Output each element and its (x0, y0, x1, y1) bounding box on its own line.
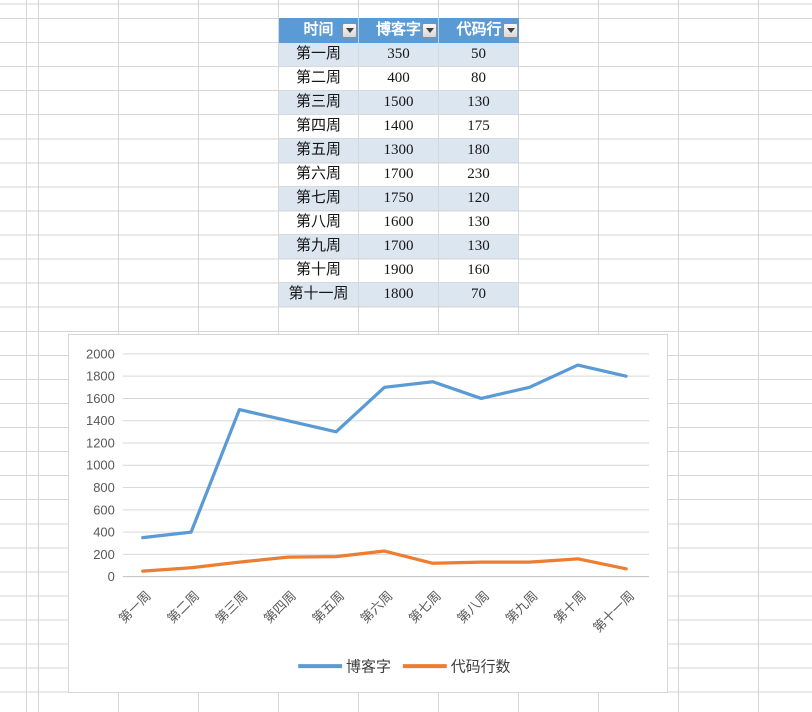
x-axis-tick-label: 第十周 (551, 588, 589, 626)
line-chart[interactable]: 0 200 400 600 800 1000 1200 1400 1600 1800 2000 第一周… (68, 334, 668, 693)
legend-label: 博客字 (346, 659, 391, 676)
y-axis-tick-label: 1800 (86, 369, 115, 384)
table-cell[interactable]: 1900 (359, 259, 439, 283)
table-cell[interactable]: 130 (439, 235, 519, 259)
filter-dropdown-icon (345, 28, 354, 33)
table-cell[interactable]: 70 (439, 283, 519, 307)
table-cell[interactable]: 第二周 (279, 67, 359, 91)
table-cell[interactable]: 第七周 (279, 187, 359, 211)
filter-dropdown-icon (506, 28, 515, 33)
filter-button[interactable] (503, 23, 518, 38)
x-axis-tick-label: 第十一周 (590, 588, 637, 635)
y-axis-tick-label: 800 (93, 480, 115, 495)
filter-button[interactable] (342, 23, 357, 38)
table-header-cell[interactable]: 博客字 (359, 18, 439, 43)
table-header-cell[interactable]: 代码行 (439, 18, 519, 43)
y-axis-tick-label: 2000 (86, 346, 115, 361)
table-row: 第十周 1900 160 (279, 259, 519, 283)
table-cell[interactable]: 1700 (359, 163, 439, 187)
table-cell[interactable]: 第十一周 (279, 283, 359, 307)
y-axis-tick-label: 1200 (86, 435, 115, 450)
table-cell[interactable]: 175 (439, 115, 519, 139)
table-header-label: 博客字 (375, 22, 421, 38)
y-axis-tick-label: 1000 (86, 458, 115, 473)
table-cell[interactable]: 130 (439, 211, 519, 235)
table-cell[interactable]: 130 (439, 91, 519, 115)
y-axis-tick-label: 1400 (86, 413, 115, 428)
table-cell[interactable]: 1500 (359, 91, 439, 115)
table-cell[interactable]: 50 (439, 43, 519, 67)
table-cell[interactable]: 1600 (359, 211, 439, 235)
table-cell[interactable]: 120 (439, 187, 519, 211)
table-cell[interactable]: 第十周 (279, 259, 359, 283)
y-axis-labels: 0 200 400 600 800 1000 1200 1400 1600 1800 2000 (86, 346, 115, 584)
table-row: 第三周 1500 130 (279, 91, 519, 115)
x-axis-labels: 第一周 第二周 第三周 第四周 第五周 第六周 第七周 第八周 第九周 第十周 第十一周 (116, 588, 637, 635)
x-axis-tick-label: 第一周 (116, 588, 154, 626)
filter-dropdown-icon (425, 28, 434, 33)
table-cell[interactable]: 1400 (359, 115, 439, 139)
table-cell[interactable]: 第五周 (279, 139, 359, 163)
x-axis-tick-label: 第二周 (164, 588, 202, 626)
x-axis-tick-label: 第四周 (261, 588, 299, 626)
table-cell[interactable]: 180 (439, 139, 519, 163)
table-cell[interactable]: 第八周 (279, 211, 359, 235)
table-cell[interactable]: 第六周 (279, 163, 359, 187)
table-cell[interactable]: 160 (439, 259, 519, 283)
table-cell[interactable]: 230 (439, 163, 519, 187)
table-row: 第一周 350 50 (279, 43, 519, 67)
data-table: 时间 博客字 代码行 第一周 350 50 第二周 400 80 第三周 1500 130 第四周 14… (279, 18, 519, 307)
table-row: 第六周 1700 230 (279, 163, 519, 187)
y-axis-tick-label: 0 (108, 569, 115, 584)
table-cell[interactable]: 1700 (359, 235, 439, 259)
table-row: 第九周 1700 130 (279, 235, 519, 259)
y-axis-tick-label: 1600 (86, 391, 115, 406)
x-axis-tick-label: 第九周 (502, 588, 540, 626)
x-axis-tick-label: 第三周 (212, 588, 250, 626)
table-row: 第七周 1750 120 (279, 187, 519, 211)
table-row: 第四周 1400 175 (279, 115, 519, 139)
table-cell[interactable]: 350 (359, 43, 439, 67)
y-axis-tick-label: 600 (93, 502, 115, 517)
table-cell[interactable]: 第九周 (279, 235, 359, 259)
table-row: 第五周 1300 180 (279, 139, 519, 163)
chart-canvas: 0 200 400 600 800 1000 1200 1400 1600 1800 2000 第一周… (86, 346, 650, 676)
chart-gridlines (122, 353, 650, 578)
table-cell[interactable]: 1800 (359, 283, 439, 307)
table-header-label: 代码行 (456, 22, 502, 38)
x-axis-tick-label: 第五周 (309, 588, 347, 626)
table-header-cell[interactable]: 时间 (279, 18, 359, 43)
filter-button[interactable] (422, 23, 437, 38)
table-header-row: 时间 博客字 代码行 (279, 18, 519, 43)
x-axis-tick-label: 第八周 (454, 588, 492, 626)
table-cell[interactable]: 400 (359, 67, 439, 91)
x-axis-tick-label: 第七周 (406, 588, 444, 626)
table-cell[interactable]: 80 (439, 67, 519, 91)
table-row: 第十一周 1800 70 (279, 283, 519, 307)
chart-legend[interactable]: 博客字 代码行数 (298, 659, 511, 676)
series-line-0[interactable] (141, 363, 628, 540)
y-axis-tick-label: 400 (93, 525, 115, 540)
table-row: 第八周 1600 130 (279, 211, 519, 235)
series-line-1[interactable] (141, 549, 628, 573)
table-cell[interactable]: 1300 (359, 139, 439, 163)
table-cell[interactable]: 第三周 (279, 91, 359, 115)
y-axis-tick-label: 200 (93, 547, 115, 562)
table-row: 第二周 400 80 (279, 67, 519, 91)
table-header-label: 时间 (303, 22, 334, 38)
x-axis-tick-label: 第六周 (357, 588, 395, 626)
table-cell[interactable]: 1750 (359, 187, 439, 211)
table-cell[interactable]: 第四周 (279, 115, 359, 139)
table-body: 第一周 350 50 第二周 400 80 第三周 1500 130 第四周 1400 175 第五周 1… (279, 43, 519, 307)
table-cell[interactable]: 第一周 (279, 43, 359, 67)
legend-label: 代码行数 (451, 659, 511, 676)
